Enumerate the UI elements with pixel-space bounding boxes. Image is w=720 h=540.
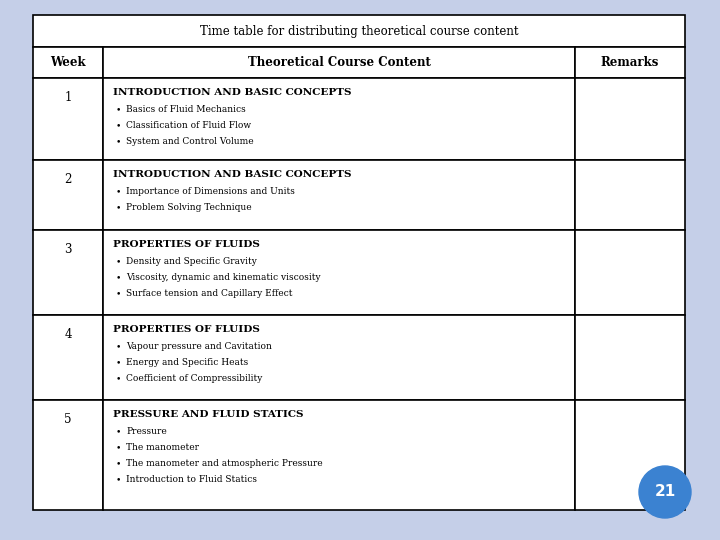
Bar (33, 400, 103, 510)
Text: PROPERTIES OF FLUIDS: PROPERTIES OF FLUIDS (113, 325, 260, 334)
Text: Density and Specific Gravity: Density and Specific Gravity (126, 257, 257, 266)
Bar (33, 230, 103, 315)
Text: Basics of Fluid Mechanics: Basics of Fluid Mechanics (126, 105, 246, 114)
Text: •: • (116, 137, 122, 146)
Bar (575, 230, 685, 315)
Text: 21: 21 (654, 484, 675, 500)
Text: Classification of Fluid Flow: Classification of Fluid Flow (126, 121, 251, 130)
Text: •: • (116, 121, 122, 130)
Text: 4: 4 (64, 328, 72, 341)
Text: Importance of Dimensions and Units: Importance of Dimensions and Units (126, 187, 295, 196)
Bar (33, 47, 103, 78)
Text: PROPERTIES OF FLUIDS: PROPERTIES OF FLUIDS (113, 240, 260, 249)
Text: •: • (116, 105, 122, 114)
Text: System and Control Volume: System and Control Volume (126, 137, 253, 146)
Text: •: • (116, 358, 122, 367)
Bar (575, 160, 685, 230)
Text: 5: 5 (64, 413, 72, 426)
Bar (33, 15, 685, 47)
Text: Vapour pressure and Cavitation: Vapour pressure and Cavitation (126, 342, 272, 351)
Text: •: • (116, 427, 122, 436)
Bar (103, 230, 575, 315)
Text: •: • (116, 443, 122, 452)
Text: Remarks: Remarks (600, 56, 660, 69)
Bar (103, 400, 575, 510)
Bar (575, 400, 685, 510)
Bar (33, 315, 103, 400)
Bar (103, 47, 575, 78)
Text: •: • (116, 289, 122, 298)
Text: Pressure: Pressure (126, 427, 167, 436)
Text: Time table for distributing theoretical course content: Time table for distributing theoretical … (199, 24, 518, 37)
Text: INTRODUCTION AND BASIC CONCEPTS: INTRODUCTION AND BASIC CONCEPTS (113, 88, 351, 97)
Text: The manometer: The manometer (126, 443, 199, 452)
Bar (103, 315, 575, 400)
Text: •: • (116, 342, 122, 351)
Text: Introduction to Fluid Statics: Introduction to Fluid Statics (126, 475, 257, 484)
Circle shape (639, 466, 691, 518)
Text: Problem Solving Technique: Problem Solving Technique (126, 203, 251, 212)
Bar (103, 78, 575, 160)
Text: Viscosity, dynamic and kinematic viscosity: Viscosity, dynamic and kinematic viscosi… (126, 273, 320, 282)
Text: •: • (116, 203, 122, 212)
Text: •: • (116, 374, 122, 383)
Text: Coefficient of Compressibility: Coefficient of Compressibility (126, 374, 262, 383)
Bar (33, 78, 103, 160)
Bar (33, 160, 103, 230)
Text: •: • (116, 459, 122, 468)
Text: •: • (116, 257, 122, 266)
Text: •: • (116, 475, 122, 484)
Text: INTRODUCTION AND BASIC CONCEPTS: INTRODUCTION AND BASIC CONCEPTS (113, 170, 351, 179)
Text: Theoretical Course Content: Theoretical Course Content (248, 56, 431, 69)
Bar (575, 78, 685, 160)
Text: Energy and Specific Heats: Energy and Specific Heats (126, 358, 248, 367)
Bar (103, 160, 575, 230)
Text: PRESSURE AND FLUID STATICS: PRESSURE AND FLUID STATICS (113, 410, 304, 419)
Text: •: • (116, 187, 122, 196)
Text: 2: 2 (64, 173, 72, 186)
Text: 1: 1 (64, 91, 72, 104)
Bar (575, 47, 685, 78)
Text: 3: 3 (64, 243, 72, 256)
Text: Week: Week (50, 56, 86, 69)
Bar (575, 315, 685, 400)
Text: Surface tension and Capillary Effect: Surface tension and Capillary Effect (126, 289, 292, 298)
Text: The manometer and atmospheric Pressure: The manometer and atmospheric Pressure (126, 459, 323, 468)
Text: •: • (116, 273, 122, 282)
